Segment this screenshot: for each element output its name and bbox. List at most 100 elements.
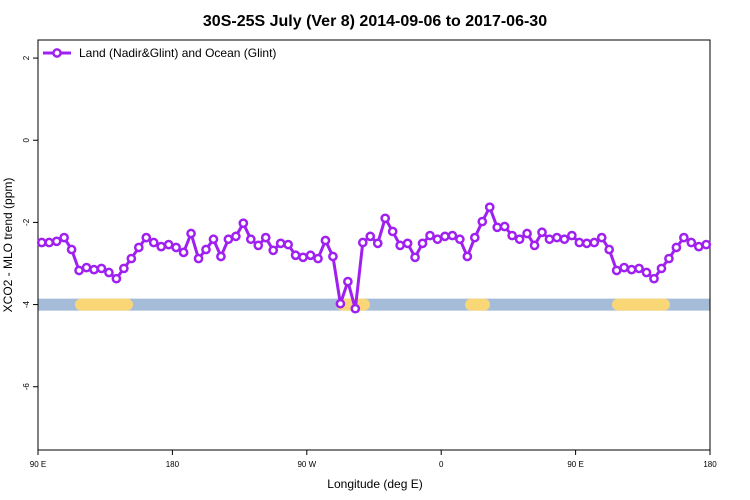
legend-label: Land (Nadir&Glint) and Ocean (Glint): [79, 46, 276, 60]
data-point: [604, 244, 615, 255]
data-point: [402, 238, 413, 249]
data-point: [126, 253, 137, 264]
data-point: [611, 265, 622, 276]
data-point: [365, 231, 376, 242]
data-point: [372, 238, 383, 249]
data-point: [469, 232, 480, 243]
data-point: [178, 247, 189, 258]
data-point: [410, 252, 420, 263]
data-point: [193, 253, 204, 264]
x-tick-label: 90 W: [297, 460, 316, 469]
data-point: [313, 253, 323, 264]
data-point: [350, 303, 361, 314]
data-point: [290, 250, 301, 261]
data-point: [432, 234, 443, 245]
data-point: [701, 239, 712, 250]
data-point: [440, 231, 450, 242]
data-point: [679, 232, 689, 243]
land-segment: [612, 298, 670, 311]
data-point: [81, 262, 92, 273]
y-tick-label: 2: [22, 55, 31, 60]
data-point: [216, 251, 226, 262]
data-point: [552, 232, 562, 243]
x-tick-label: 90 E: [30, 460, 46, 469]
y-tick-label: -4: [22, 300, 31, 308]
data-point: [275, 238, 286, 249]
data-point: [581, 238, 592, 249]
series-line: [41, 203, 707, 310]
x-tick-label: 0: [439, 460, 444, 469]
data-point: [596, 232, 607, 243]
y-tick-label: 0: [22, 137, 31, 142]
data-point: [589, 237, 600, 248]
data-point: [499, 221, 510, 232]
data-point: [395, 240, 405, 251]
x-tick-label: 90 E: [567, 460, 583, 469]
data-point: [245, 234, 256, 245]
data-point: [253, 240, 264, 251]
data-point: [686, 237, 697, 248]
data-point: [671, 242, 682, 253]
data-point: [343, 276, 353, 287]
data-point: [156, 241, 167, 252]
data-point: [208, 234, 219, 245]
y-axis-label: XCO2 - MLO trend (ppm): [1, 178, 15, 313]
data-point: [148, 237, 159, 248]
data-point: [96, 263, 107, 274]
data-point: [104, 267, 114, 278]
data-point: [231, 231, 241, 242]
data-point: [119, 263, 129, 274]
data-point: [567, 230, 577, 241]
data-point: [522, 228, 532, 239]
data-point: [477, 216, 488, 227]
data-point: [298, 252, 308, 263]
data-point: [51, 236, 62, 247]
data-point: [163, 239, 174, 250]
data-point: [186, 228, 196, 239]
data-point: [387, 226, 398, 237]
y-tick-label: -2: [22, 218, 31, 226]
data-point: [529, 240, 540, 251]
data-point: [656, 263, 667, 274]
data-point: [111, 273, 122, 284]
data-point: [641, 267, 652, 278]
x-tick-label: 180: [703, 460, 717, 469]
data-point: [283, 239, 293, 250]
land-segment: [465, 298, 491, 311]
data-point: [335, 298, 346, 309]
data-point: [74, 265, 84, 276]
y-tick-label: -6: [22, 383, 31, 391]
data-point: [455, 234, 465, 245]
data-point: [626, 264, 637, 275]
data-point: [425, 230, 435, 241]
data-point: [171, 242, 181, 253]
legend-marker: [52, 48, 62, 58]
data-point: [133, 242, 144, 253]
data-point: [36, 237, 47, 248]
data-point: [89, 264, 99, 275]
data-point: [223, 234, 234, 245]
data-point: [417, 238, 428, 249]
land-segment: [75, 298, 133, 311]
x-axis-label: Longitude (deg E): [327, 477, 422, 491]
data-point: [59, 232, 69, 243]
data-point: [447, 230, 458, 241]
data-point: [66, 244, 77, 255]
data-point: [462, 251, 473, 262]
chart-title: 30S-25S July (Ver 8) 2014-09-06 to 2017-…: [203, 13, 547, 30]
data-point: [537, 227, 547, 238]
data-point: [559, 234, 570, 245]
data-point: [492, 222, 503, 233]
data-point: [328, 251, 338, 262]
data-point: [238, 218, 249, 229]
data-point: [357, 237, 368, 248]
data-point: [619, 262, 629, 273]
data-point: [305, 250, 316, 261]
data-point: [634, 263, 644, 274]
data-point: [664, 253, 674, 264]
data-point: [44, 237, 55, 248]
data-point: [649, 273, 659, 284]
data-point: [380, 213, 391, 224]
data-point: [574, 237, 585, 248]
data-point: [260, 232, 271, 243]
